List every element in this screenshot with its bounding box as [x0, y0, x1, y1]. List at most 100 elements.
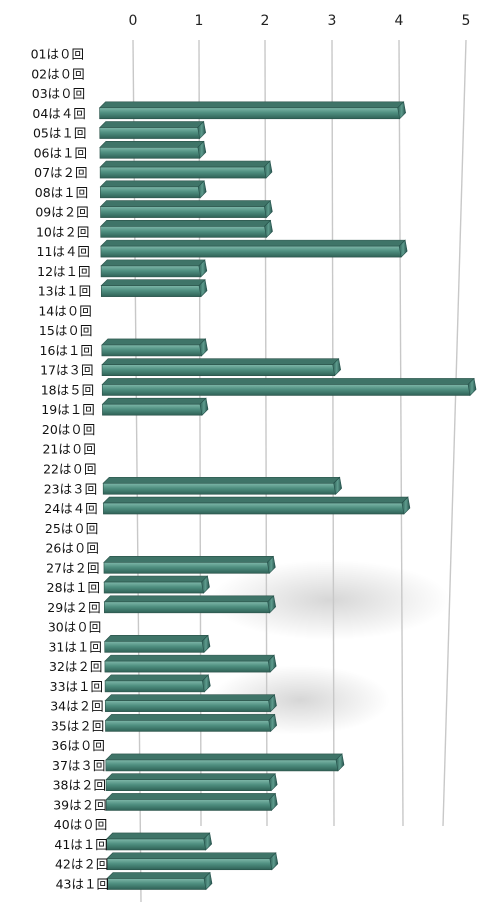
bar-top	[99, 141, 205, 148]
bar-front	[106, 838, 206, 851]
bar-front	[99, 127, 200, 139]
category-label: 16は１回	[40, 343, 93, 358]
bar-end	[202, 674, 211, 693]
bar-top	[105, 753, 343, 761]
bar	[100, 239, 408, 258]
bar-front	[100, 265, 202, 278]
bar	[105, 753, 345, 772]
category-label: 37は３回	[52, 758, 105, 773]
bar-shadow	[210, 560, 450, 640]
bar-top	[99, 180, 205, 188]
bar-top	[98, 101, 405, 109]
category-label: 21は０回	[42, 442, 95, 457]
bar	[101, 338, 208, 357]
bar-top	[100, 259, 206, 267]
bar-end	[332, 358, 341, 377]
bar	[104, 713, 277, 733]
category-label: 26は０回	[45, 541, 98, 556]
bar-top	[99, 121, 205, 128]
bar-front	[102, 403, 203, 416]
bar-end	[267, 654, 277, 673]
category-label: 20は０回	[42, 422, 95, 437]
category-label: 28は１回	[47, 580, 100, 595]
bar-end	[203, 871, 213, 891]
bar-front	[104, 660, 271, 673]
bar-front	[100, 226, 267, 238]
x-axis-ticks: 0 1 2 3 4 5	[129, 13, 471, 29]
category-label: 42は２回	[55, 857, 108, 872]
bar-top	[105, 793, 277, 800]
category-label: 32は２回	[49, 659, 102, 674]
category-label: 09は２回	[35, 205, 88, 220]
bar-end	[269, 852, 279, 871]
bar-front	[100, 186, 201, 199]
bar-end	[197, 120, 206, 140]
bar	[99, 140, 207, 159]
bar-front	[100, 206, 267, 218]
bar-top	[104, 694, 276, 701]
category-label: 24は４回	[44, 501, 97, 516]
bar-front	[99, 147, 201, 159]
bar-front	[103, 502, 405, 515]
bar-front	[105, 759, 339, 772]
bar-end	[197, 140, 207, 159]
bar-end	[198, 279, 208, 298]
category-label: 29は２回	[47, 600, 100, 615]
bar-top	[103, 595, 275, 603]
category-label: 12は１回	[37, 264, 90, 279]
gridline	[398, 39, 404, 827]
bar-front	[102, 482, 336, 495]
bar-end	[267, 555, 276, 574]
category-label: 08は１回	[35, 185, 88, 200]
bar-end	[201, 634, 211, 653]
x-tick-label: 3	[328, 13, 337, 29]
bar-top	[102, 476, 341, 484]
category-label: 41は１回	[54, 837, 107, 852]
bar-top	[99, 160, 271, 168]
bar-end	[333, 476, 342, 495]
bar	[99, 120, 206, 140]
bar	[99, 180, 207, 199]
bar	[104, 694, 277, 713]
bar-top	[105, 832, 211, 840]
bar-front	[103, 581, 204, 594]
bar-end	[269, 792, 278, 812]
category-label: 04は４回	[32, 106, 85, 121]
bar-front	[104, 680, 205, 693]
bar-end	[467, 377, 477, 397]
category-label: 19は１回	[41, 402, 94, 417]
bar-front	[99, 166, 267, 179]
category-label: 03は０回	[32, 86, 85, 101]
category-label: 14は０回	[38, 303, 91, 318]
bar-top	[101, 358, 340, 365]
category-label: 22は０回	[43, 462, 96, 477]
x-tick-label: 1	[195, 13, 204, 29]
bar-end	[268, 694, 277, 713]
bar	[103, 555, 276, 574]
category-label: 30は０回	[48, 620, 101, 635]
bar-top	[100, 279, 206, 286]
bar	[100, 279, 208, 298]
bar	[103, 595, 276, 614]
category-label: 23は３回	[44, 481, 97, 496]
bar-top	[103, 635, 209, 642]
category-label: 40は０回	[54, 817, 107, 832]
bar-front	[101, 364, 335, 376]
x-tick-label: 4	[395, 13, 404, 29]
bar-top	[104, 674, 210, 682]
category-label: 31は１回	[48, 639, 101, 654]
bar-end	[267, 595, 276, 614]
bar	[106, 852, 279, 871]
bar-top	[103, 575, 209, 583]
bar-top	[101, 378, 475, 385]
bar-top	[99, 220, 272, 227]
bar-top	[100, 239, 406, 247]
bar-top	[103, 556, 275, 563]
bar-end	[398, 239, 408, 258]
bar-front	[106, 878, 207, 890]
category-label: 35は２回	[51, 718, 104, 733]
bar	[103, 634, 211, 653]
category-label: 18は５回	[41, 382, 94, 397]
bar-top	[102, 496, 409, 504]
